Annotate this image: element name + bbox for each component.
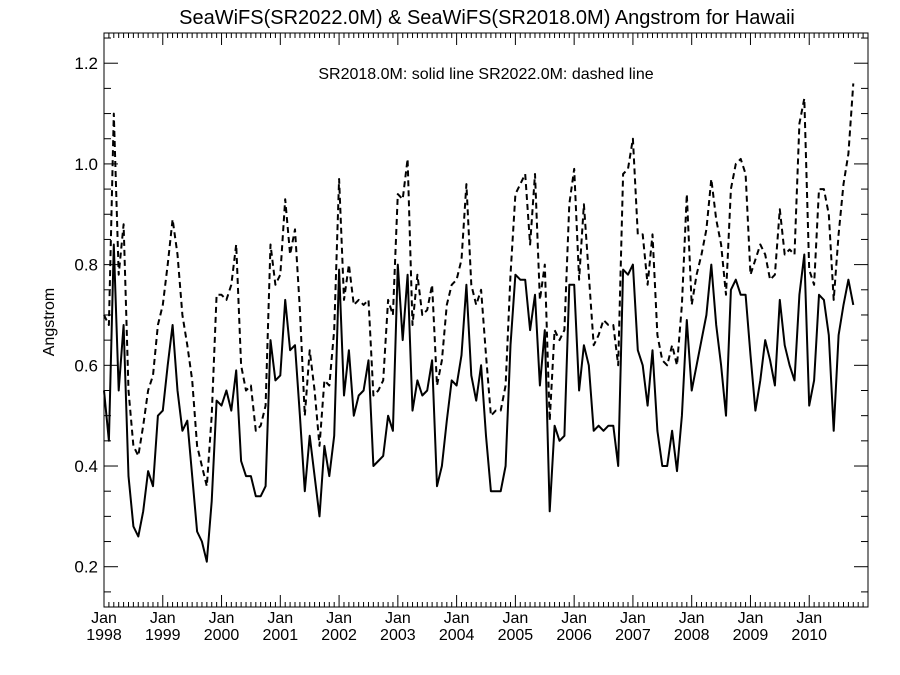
x-tick-year-label: 2004 [439,627,475,644]
x-tick-year-label: 2003 [380,627,416,644]
x-tick-year-label: 2010 [791,627,827,644]
y-tick-label: 0.6 [74,356,98,375]
x-tick-month-label: Jan [385,610,411,627]
y-tick-label: 1.0 [74,155,98,174]
x-tick-year-label: 2008 [674,627,710,644]
series-line-dashed [103,83,855,488]
x-tick-month-label: Jan [91,610,117,627]
x-tick-month-label: Jan [209,610,235,627]
y-tick-label: 0.4 [74,457,98,476]
series-layer [103,83,855,563]
x-tick-year-label: 2002 [321,627,357,644]
x-tick-year-label: 2006 [556,627,592,644]
x-tick-month-label: Jan [502,610,528,627]
chart-title: SeaWiFS(SR2022.0M) & SeaWiFS(SR2018.0M) … [179,7,795,29]
x-tick-year-label: 2000 [204,627,240,644]
x-tick-month-label: Jan [679,610,705,627]
plot-frame [103,32,869,608]
y-tick-label: 0.2 [74,558,98,577]
x-tick-month-label: Jan [738,610,764,627]
x-tick-month-label: Jan [150,610,176,627]
x-tick-year-label: 2005 [498,627,534,644]
x-tick-year-label: 2009 [733,627,769,644]
x-tick-month-label: Jan [444,610,470,627]
x-tick-month-label: Jan [267,610,293,627]
x-tick-year-label: 1999 [145,627,181,644]
x-tick-year-label: 2001 [263,627,299,644]
y-tick-label: 0.8 [74,256,98,275]
y-tick-label: 1.2 [74,54,98,73]
y-axis-label: Angstrom [41,288,58,356]
x-tick-month-label: Jan [561,610,587,627]
x-tick-month-label: Jan [796,610,822,627]
x-tick-year-label: 2007 [615,627,651,644]
x-tick-year-label: 1998 [86,627,122,644]
x-tick-month-label: Jan [620,610,646,627]
series-annotation: SR2018.0M: solid line SR2022.0M: dashed … [318,66,653,83]
series-line-solid [103,243,855,563]
axes-layer: 0.20.40.60.81.01.2Jan1998Jan1999Jan2000J… [74,32,869,644]
x-tick-month-label: Jan [326,610,352,627]
